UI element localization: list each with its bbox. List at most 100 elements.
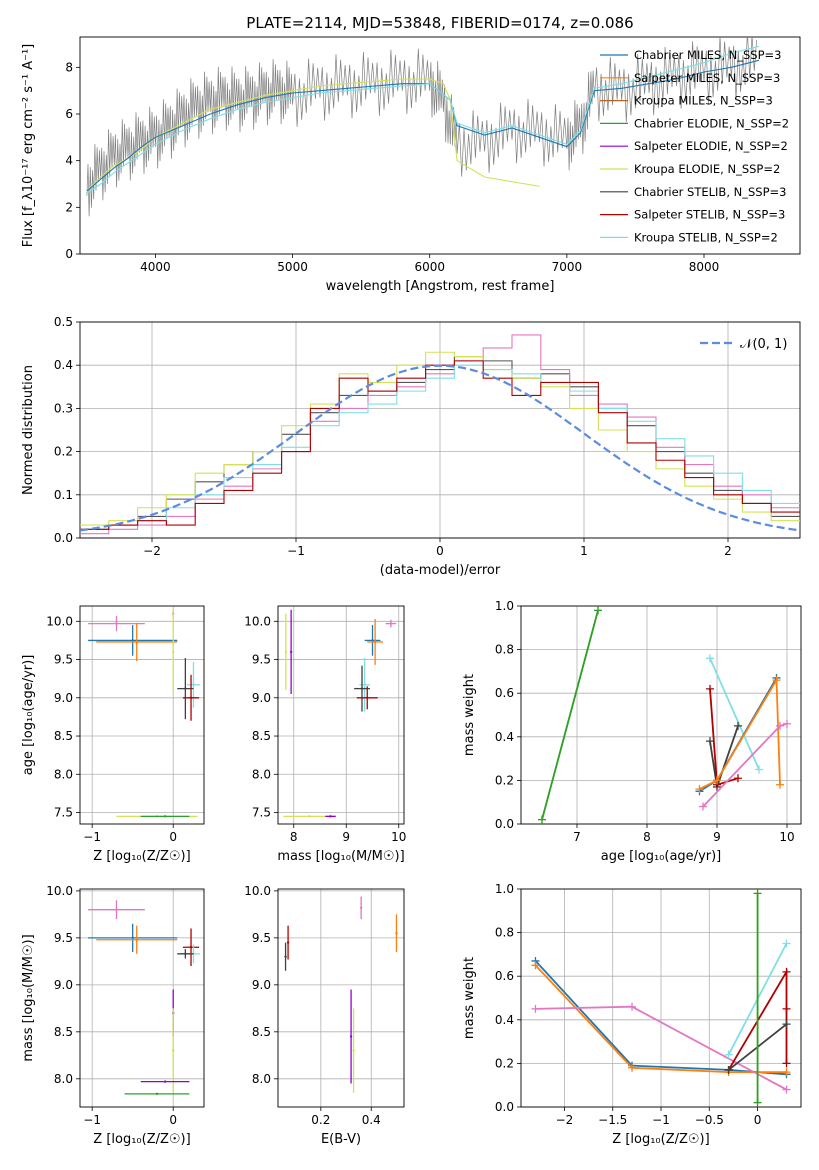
y-tick-label: 7.5 — [252, 806, 271, 820]
weight-vs-Z-marks — [531, 889, 791, 1107]
x-tick-label: 0.2 — [311, 1113, 330, 1127]
x-tick-label: 0 — [436, 544, 444, 558]
legend-entry: Salpeter MILES, N_SSP=3 — [634, 71, 780, 85]
mass-vs-Z-panel: −1 0 8.0 8.5 9.0 9.5 10.0 Z [log₁₀(Z/Z☉)] mass [… — [21, 884, 205, 1147]
x-tick-label: 9 — [342, 830, 350, 844]
axes-frame — [277, 888, 405, 1108]
axes-frame — [79, 36, 801, 255]
y-tick-label: 1.0 — [495, 599, 514, 613]
plus-marker — [706, 654, 714, 663]
plus-marker — [782, 967, 791, 976]
data-point — [155, 1092, 159, 1096]
x-tick-label: 5000 — [277, 260, 308, 274]
plus-marker — [782, 1085, 791, 1094]
weight-vs-Z-panel: −2 −1.5 −1 −0.5 0 0.0 0.2 0.4 0.6 0.8 1.0 Z [log₁₀(… — [462, 882, 802, 1147]
plus-marker — [706, 737, 714, 746]
y-tick-label: 0.6 — [495, 969, 514, 983]
axes-frame — [520, 888, 802, 1108]
y-tick-label: 0.2 — [495, 773, 514, 787]
data-point — [366, 696, 369, 699]
legend: 𝒩(0, 1) — [700, 337, 787, 352]
x-tick-label: 10 — [391, 830, 406, 844]
y-tick-label: 8.5 — [54, 1025, 73, 1039]
data-point — [163, 1080, 167, 1083]
spectrum-panel: 4000 5000 6000 7000 8000 0 2 4 6 8 wavelength [Ang… — [21, 36, 801, 294]
data-point — [359, 906, 363, 909]
data-point — [284, 955, 287, 958]
data-point — [163, 815, 167, 818]
axes-frame — [277, 605, 405, 825]
y-tick-label: 0.4 — [54, 358, 73, 372]
y-tick-label: 9.0 — [252, 691, 271, 705]
y-axis-label: mass weight — [462, 957, 477, 1039]
legend-entry: Kroupa STELIB, N_SSP=2 — [634, 230, 778, 244]
y-tick-label: 9.5 — [252, 653, 271, 667]
data-point — [360, 687, 364, 690]
mass-vs-EBV-marks — [284, 896, 398, 1093]
y-tick-label: 9.0 — [252, 978, 271, 992]
data-point — [135, 938, 138, 941]
x-tick-label: 10 — [779, 830, 794, 844]
weight-vs-age-panel: 7 8 9 10 0.0 0.2 0.4 0.6 0.8 1.0 age [log₁₀(age/yr… — [462, 599, 802, 864]
y-tick-label: 10.0 — [244, 884, 271, 898]
legend-entry: Chabrier MILES, N_SSP=3 — [634, 48, 781, 62]
x-tick-label: −1 — [83, 830, 101, 844]
histogram-step — [80, 351, 800, 526]
plus-marker — [753, 1098, 762, 1107]
x-axis-label: Z [log₁₀(Z/Z☉)] — [93, 849, 190, 864]
plus-marker — [706, 684, 714, 693]
plus-marker — [699, 802, 707, 811]
data-point — [289, 650, 293, 654]
x-tick-label: 2 — [724, 544, 732, 558]
y-axis-label: Flux [f_λ10⁻¹⁷ erg cm⁻² s⁻¹ A⁻¹] — [21, 44, 36, 248]
y-tick-label: 1.0 — [495, 882, 514, 896]
x-axis-label: E(B-V) — [321, 1132, 361, 1147]
y-tick-label: 0.2 — [54, 445, 73, 459]
data-point — [286, 941, 290, 944]
plus-marker — [531, 961, 540, 970]
residuals-panel: −2 −1 0 1 2 0.0 0.1 0.2 0.3 0.4 0.5 (data-model)/er… — [21, 315, 801, 578]
weight-line — [709, 657, 760, 770]
x-axis-label: age [log₁₀(age/yr)] — [601, 849, 722, 864]
age-vs-Z-marks — [88, 609, 200, 818]
y-tick-label: 4 — [65, 154, 73, 168]
data-point — [284, 650, 288, 654]
plus-marker — [531, 1004, 540, 1013]
y-tick-label: 8 — [65, 60, 73, 74]
y-tick-label: 8.0 — [54, 1072, 73, 1086]
y-tick-label: 9.5 — [54, 931, 73, 945]
data-point — [172, 650, 175, 654]
y-tick-label: 0.6 — [495, 686, 514, 700]
y-tick-label: 9.5 — [252, 931, 271, 945]
x-axis-label: mass [log₁₀(M/M☉)] — [277, 849, 404, 864]
legend-entry: Salpeter ELODIE, N_SSP=2 — [634, 139, 788, 153]
y-tick-label: 10.0 — [46, 884, 73, 898]
y-tick-label: 10.0 — [46, 614, 73, 628]
plus-marker — [755, 765, 763, 774]
y-axis-label: mass weight — [462, 674, 477, 756]
data-point — [189, 696, 193, 699]
age-vs-Z-panel: −1 0 7.5 8.0 8.5 9.0 9.5 10.0 Z [log₁₀(Z/Z☉)] age… — [21, 605, 205, 864]
x-tick-label: 0 — [169, 830, 177, 844]
age-vs-mass-panel: 8 9 10 7.5 8.0 8.5 9.0 9.5 10.0 mass [log₁₀(M/M☉)… — [244, 605, 406, 864]
y-tick-label: 0.0 — [495, 817, 514, 831]
data-point — [329, 815, 332, 818]
mass-vs-EBV-panel: 0.2 0.4 8.0 8.5 9.0 9.5 10.0 E(B-V) — [244, 884, 405, 1147]
spectrum-line — [86, 37, 757, 217]
plus-marker — [695, 785, 704, 794]
x-tick-label: 6000 — [414, 260, 445, 274]
x-tick-label: −1 — [652, 1113, 670, 1127]
data-point — [363, 683, 366, 686]
spectrum-line — [86, 45, 760, 194]
y-tick-label: 0.8 — [495, 926, 514, 940]
legend: Chabrier MILES, N_SSP=3 Salpeter MILES, N… — [600, 48, 789, 244]
data-point — [371, 639, 374, 642]
legend-entry: Salpeter STELIB, N_SSP=3 — [634, 208, 785, 222]
x-tick-label: −1 — [287, 544, 305, 558]
plus-marker — [753, 889, 762, 898]
data-point — [192, 683, 195, 686]
plus-marker — [713, 776, 721, 785]
plus-marker — [628, 1063, 637, 1072]
y-tick-label: 0 — [65, 247, 73, 261]
